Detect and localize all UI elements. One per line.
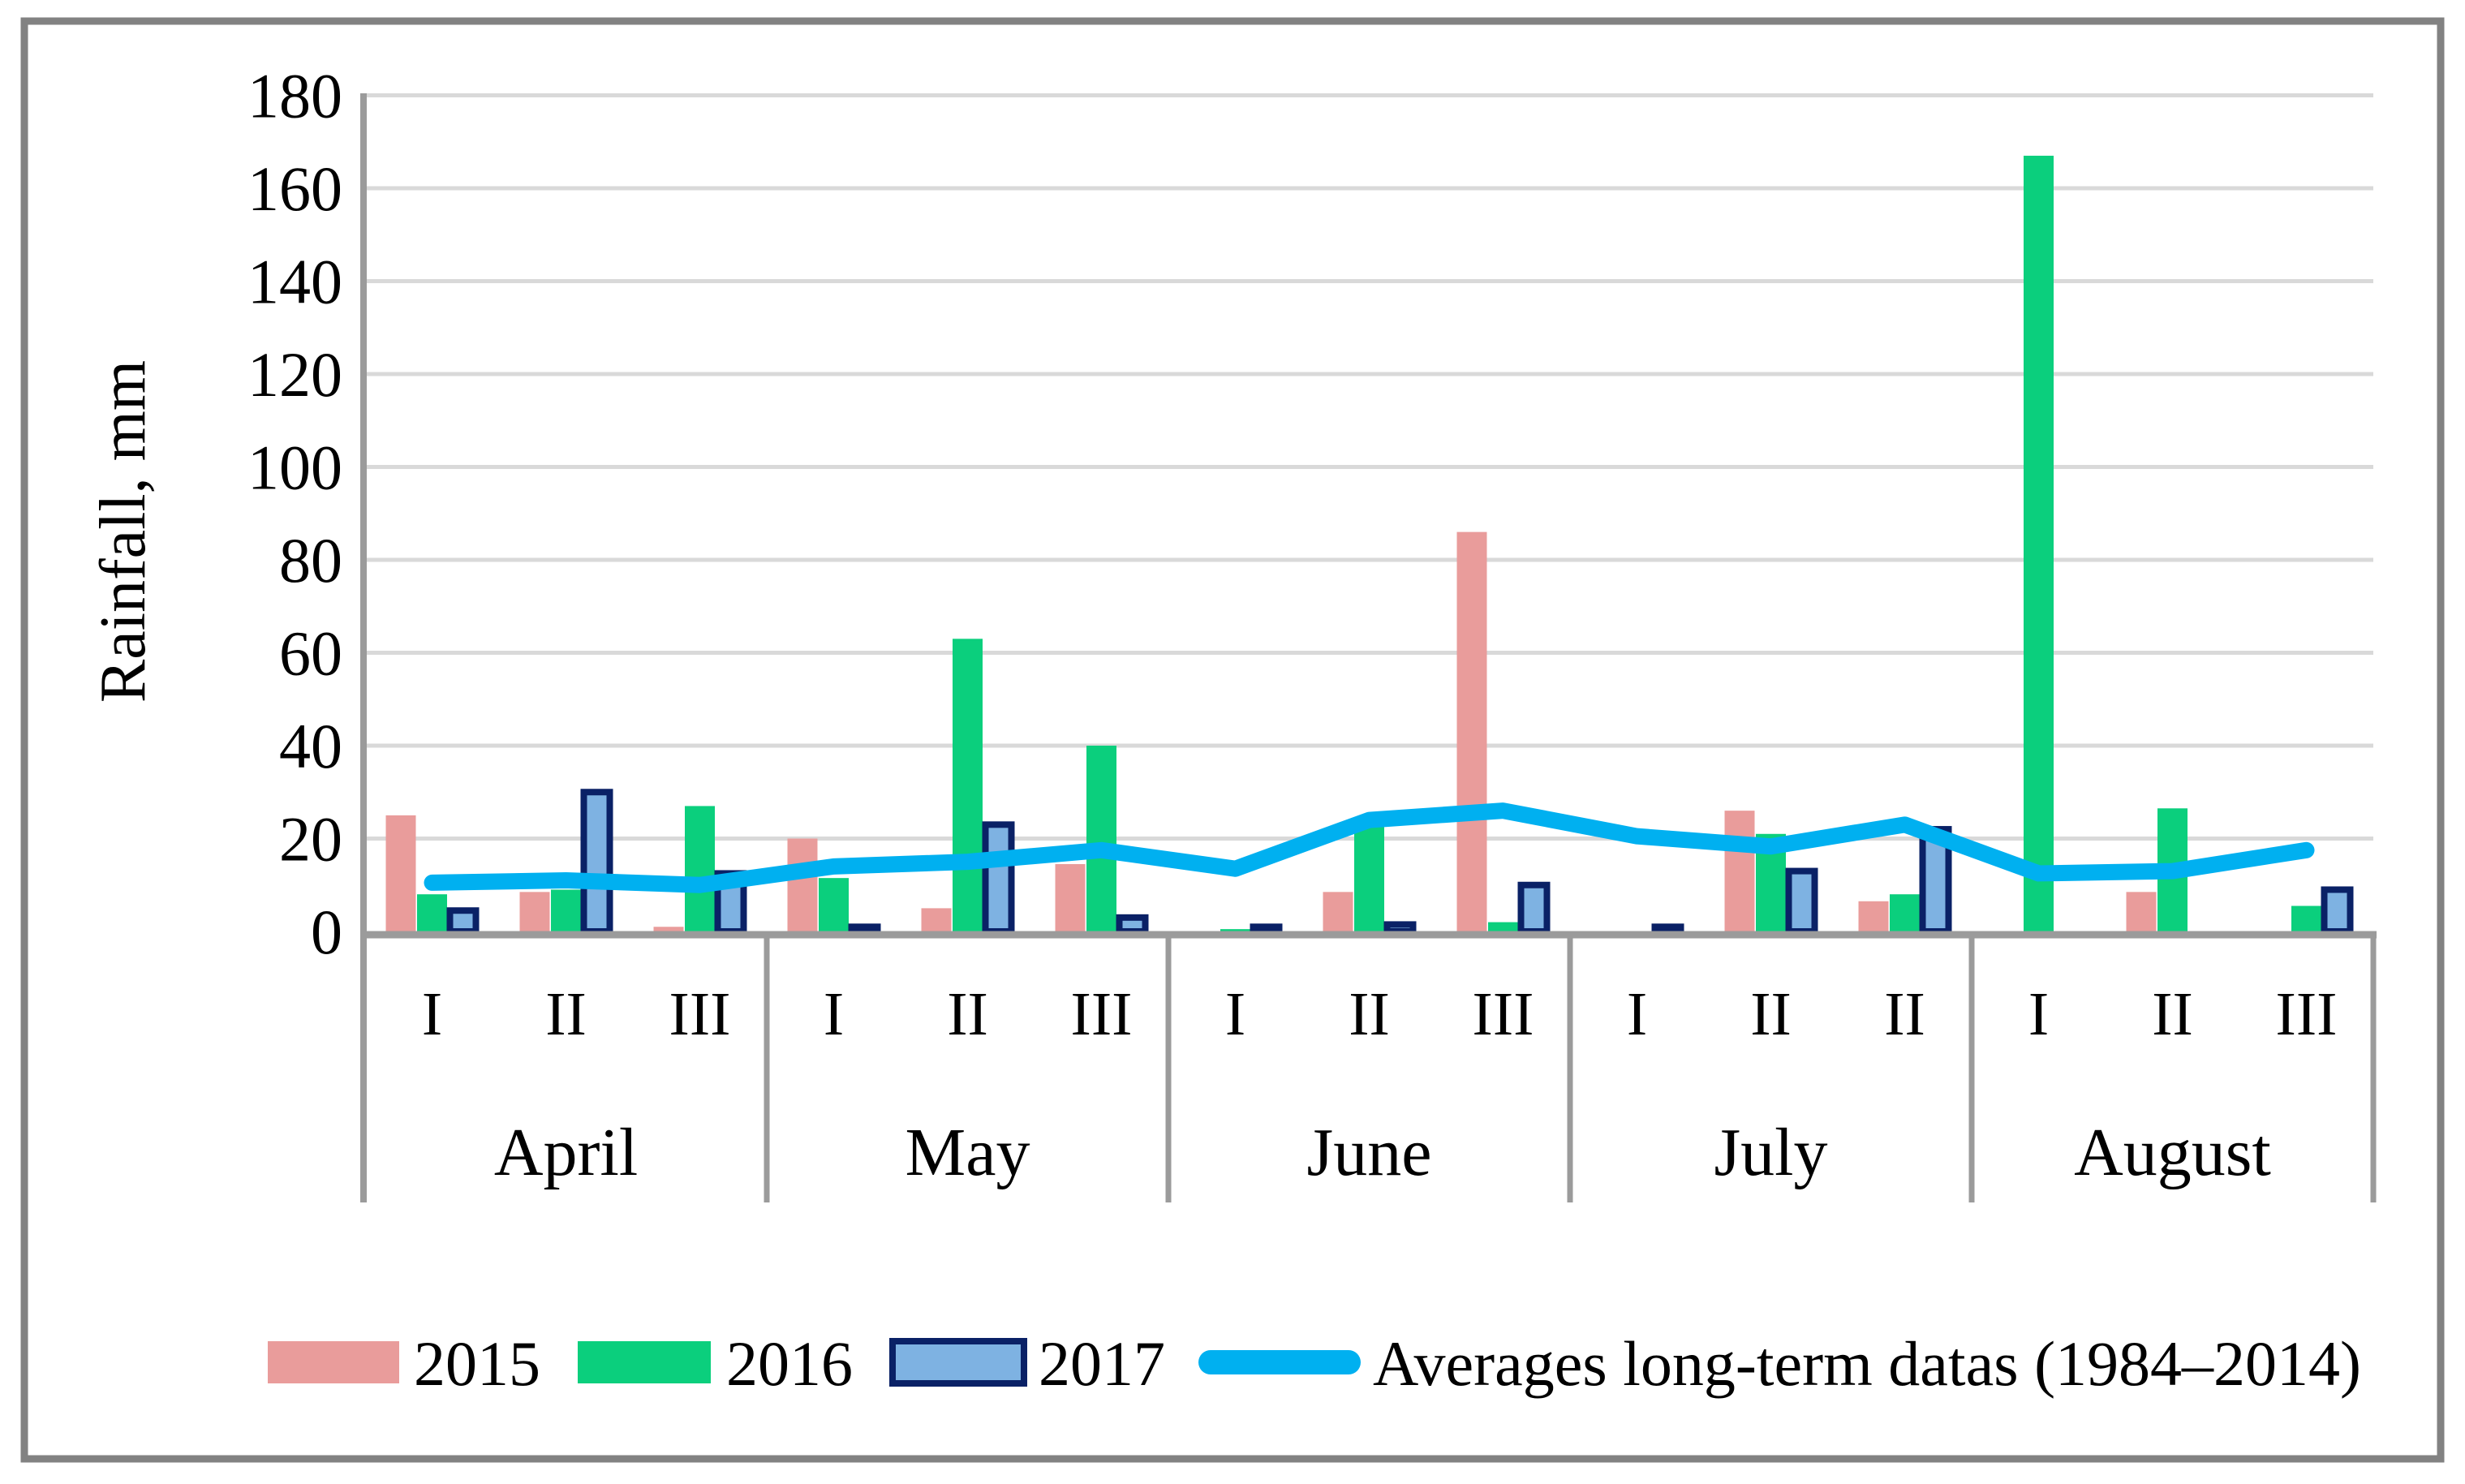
bar-2017-April-I [446,907,480,936]
bar-2017-June-III [1517,881,1551,935]
bar-2016-May-II [953,639,983,931]
bar-2017-July-II [1785,867,1818,935]
bar-2016-June-I [1220,929,1250,931]
tercile-label-June-2: II [1349,980,1390,1048]
legend-label-2017: 2017 [1039,1328,1165,1399]
average-line [424,802,2315,893]
legend-swatch-2016 [578,1341,711,1383]
bar-2015-April-III [653,927,684,931]
tercile-label-June-1: I [1225,980,1245,1048]
bar-2015-May-I [787,838,818,931]
y-tick-label: 0 [311,897,342,967]
bar-2016-May-III [1086,746,1116,931]
legend-swatch-2015 [268,1341,399,1383]
y-axis-title: Rainfall, mm [88,360,159,703]
bar-2016-July-II [1890,894,1920,931]
bar-2016-May-I [819,878,849,931]
legend-swatch-2017 [889,1338,1027,1387]
tercile-label-April-3: III [669,980,731,1048]
bar-2016-June-III [1488,922,1518,931]
bar-2015-June-III [1456,531,1487,931]
bar-2015-April-I [385,815,416,931]
bar-2015-July-II [1724,811,1755,931]
bar-2017-August-III [2321,886,2354,935]
bar-2015-May-III [1055,863,1086,931]
bar-2015-April-II [519,892,550,931]
bar-2017-June-I [1250,923,1283,936]
y-tick-label: 140 [247,247,342,317]
y-tick-label: 160 [247,153,342,224]
bar-2015-August-II [2126,892,2157,931]
bar-2016-August-I [2024,155,2054,932]
tercile-label-July-1: I [1627,980,1647,1048]
legend: 2015 2016 2017 Averages long-term datas (19… [268,1328,2361,1399]
bar-2016-April-I [417,894,447,931]
y-tick-label: 80 [279,525,342,596]
tercile-label-June-3: III [1473,980,1534,1048]
bar-2017-June-II [1383,921,1417,935]
bar-2016-June-II [1354,827,1384,931]
y-tick-label: 20 [279,804,342,875]
tercile-label-July-3: II [1884,980,1925,1048]
bar-2017-April-II [580,789,613,935]
y-tick-label: 180 [247,61,342,131]
bar-2017-July-I [1651,923,1684,936]
legend-label-2016: 2016 [726,1328,853,1399]
tercile-label-May-3: III [1071,980,1133,1048]
figure-border [20,17,2445,1463]
bar-2016-April-III [685,806,715,931]
bar-2016-August-III [2291,905,2321,931]
bar-2015-June-II [1323,892,1353,931]
bar-2017-May-II [982,821,1015,936]
y-tick-label: 40 [279,711,342,781]
month-label-June: June [1307,1115,1432,1190]
month-label-August: August [2074,1115,2271,1190]
month-label-May: May [906,1115,1030,1190]
tercile-label-May-1: I [824,980,844,1048]
tercile-label-August-1: I [2028,980,2049,1048]
tercile-label-July-2: II [1750,980,1792,1048]
y-tick-label: 100 [247,432,342,503]
legend-label-2015: 2015 [414,1328,540,1399]
bar-2016-April-II [551,889,581,931]
bar-2017-May-III [1116,914,1149,935]
tercile-label-May-2: II [947,980,988,1048]
bar-2015-May-II [921,908,952,931]
tercile-label-April-1: I [422,980,442,1048]
month-label-July: July [1714,1115,1827,1190]
tercile-label-August-3: III [2276,980,2338,1048]
y-tick-label: 120 [247,339,342,410]
y-tick-label: 60 [279,618,342,689]
bar-2017-May-I [848,923,881,936]
tercile-label-April-2: II [545,980,587,1048]
bar-2015-July-II [1858,901,1889,931]
legend-label-averages: Averages long-term datas (1984–2014) [1373,1328,2361,1399]
month-label-April: April [494,1115,638,1190]
tercile-label-August-2: II [2152,980,2193,1048]
